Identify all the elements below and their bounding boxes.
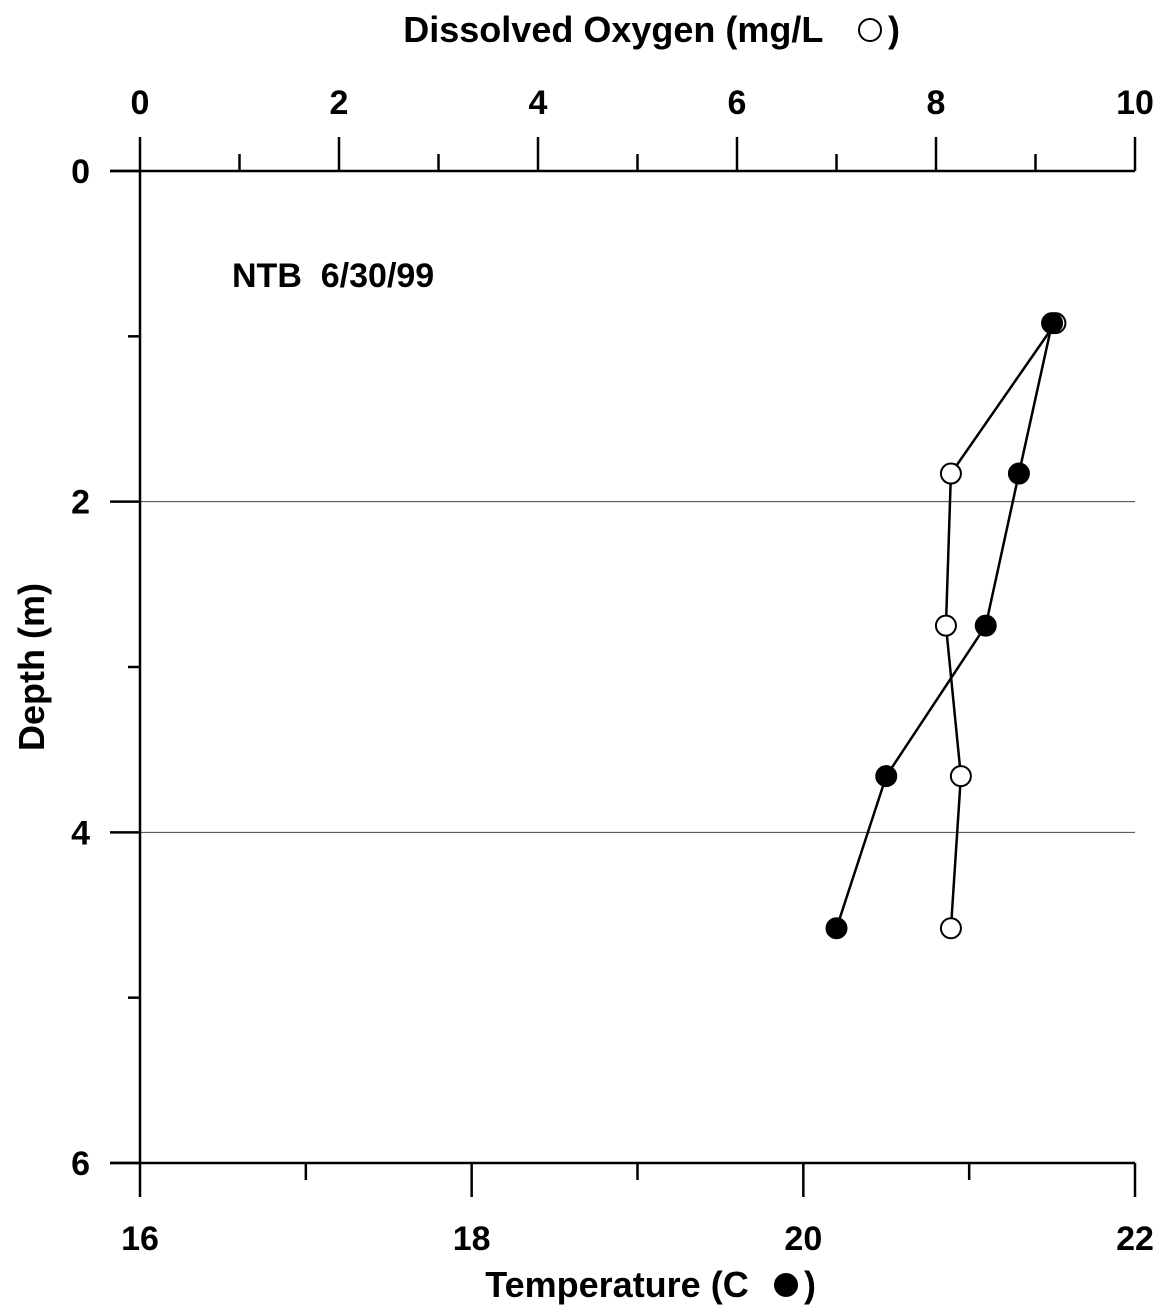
top-tick-label-6: 6 xyxy=(728,84,747,122)
top-tick-label-0: 0 xyxy=(131,84,150,122)
y-axis-title: Depth (m) xyxy=(11,583,52,751)
top-axis-title-close: ) xyxy=(888,9,900,50)
annotation-label: NTB 6/30/99 xyxy=(232,257,434,295)
top-tick-label-10: 10 xyxy=(1116,84,1154,122)
y-tick-label-0: 0 xyxy=(71,153,90,191)
bottom-axis-marker-filled-circle xyxy=(774,1273,798,1297)
series-points xyxy=(825,312,1067,940)
top-axis-marker-spacer xyxy=(823,9,833,50)
dissolved_oxygen-point-4 xyxy=(949,765,972,788)
dissolved_oxygen-point-3 xyxy=(934,614,957,637)
temperature-point-1 xyxy=(1041,312,1064,335)
top-tick-label-2: 2 xyxy=(330,84,349,122)
y-tick-label-6: 6 xyxy=(71,1145,90,1183)
axes: 0 2 4 6 0 2 4 6 8 10 16 18 20 22 xyxy=(71,84,1154,1258)
y-tick-label-2: 2 xyxy=(71,484,90,522)
dissolved_oxygen-point-2 xyxy=(939,462,962,485)
bottom-tick-label-22: 22 xyxy=(1116,1220,1154,1258)
top-axis-title-text: Dissolved Oxygen (mg/L xyxy=(403,9,822,50)
top-tick-label-4: 4 xyxy=(529,84,548,122)
bottom-tick-label-20: 20 xyxy=(784,1220,822,1258)
dissolved_oxygen-point-5 xyxy=(939,917,962,940)
bottom-axis-marker-spacer xyxy=(749,1264,759,1305)
bottom-axis-title-close: ) xyxy=(804,1264,816,1305)
temperature-point-5 xyxy=(825,917,848,940)
temperature-point-4 xyxy=(875,765,898,788)
dissolved_oxygen-line xyxy=(944,322,1057,929)
top-axis-marker-open-circle xyxy=(858,18,882,42)
y-tick-label-4: 4 xyxy=(71,814,90,852)
temperature-point-2 xyxy=(1007,462,1030,485)
bottom-axis-title-text: Temperature (C xyxy=(485,1264,748,1305)
bottom-tick-label-16: 16 xyxy=(121,1220,159,1258)
grid-lines xyxy=(140,501,1135,833)
temperature-point-3 xyxy=(974,614,997,637)
top-axis-title: Dissolved Oxygen (mg/L xyxy=(403,9,832,50)
bottom-tick-label-18: 18 xyxy=(453,1220,491,1258)
top-tick-label-8: 8 xyxy=(927,84,946,122)
bottom-axis-title: Temperature (C xyxy=(485,1264,758,1305)
